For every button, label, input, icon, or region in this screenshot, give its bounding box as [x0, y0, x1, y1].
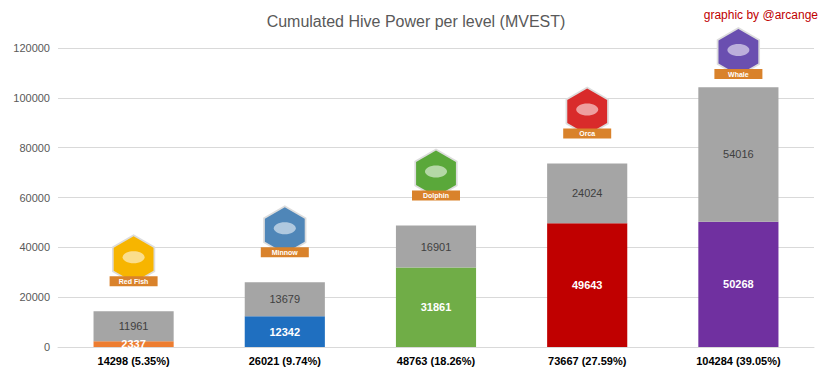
svg-text:80000: 80000 — [19, 142, 50, 154]
svg-text:120000: 120000 — [13, 42, 50, 54]
svg-text:104284 (39.05%): 104284 (39.05%) — [696, 355, 781, 367]
svg-text:16901: 16901 — [421, 241, 452, 253]
svg-text:Whale: Whale — [728, 71, 749, 78]
svg-text:60000: 60000 — [19, 192, 50, 204]
svg-text:13679: 13679 — [270, 293, 301, 305]
svg-text:24024: 24024 — [572, 187, 603, 199]
svg-text:14298 (5.35%): 14298 (5.35%) — [98, 355, 170, 367]
svg-text:2337: 2337 — [121, 338, 145, 350]
svg-text:graphic by @arcange: graphic by @arcange — [704, 8, 819, 22]
svg-text:0: 0 — [44, 341, 50, 353]
svg-text:50268: 50268 — [723, 278, 754, 290]
svg-text:100000: 100000 — [13, 92, 50, 104]
svg-text:Red Fish: Red Fish — [119, 278, 149, 285]
svg-text:20000: 20000 — [19, 291, 50, 303]
svg-text:73667 (27.59%): 73667 (27.59%) — [548, 355, 627, 367]
svg-text:11961: 11961 — [119, 320, 149, 332]
svg-text:48763 (18.26%): 48763 (18.26%) — [397, 355, 476, 367]
svg-text:49643: 49643 — [572, 279, 603, 291]
svg-text:Minnow: Minnow — [272, 249, 299, 256]
svg-text:40000: 40000 — [19, 241, 50, 253]
svg-text:31861: 31861 — [421, 301, 452, 313]
svg-text:26021 (9.74%): 26021 (9.74%) — [249, 355, 321, 367]
svg-text:Dolphin: Dolphin — [423, 192, 449, 200]
svg-text:Orca: Orca — [579, 130, 595, 137]
svg-text:54016: 54016 — [723, 148, 754, 160]
svg-text:12342: 12342 — [270, 326, 301, 338]
svg-text:Cumulated Hive Power per level: Cumulated Hive Power per level (MVEST) — [267, 13, 566, 30]
